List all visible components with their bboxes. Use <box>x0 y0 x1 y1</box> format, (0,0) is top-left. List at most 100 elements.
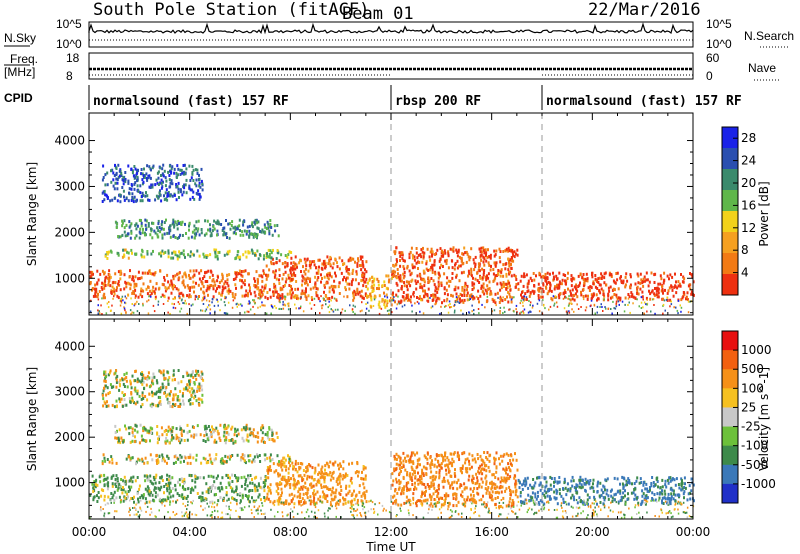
y-tick-label: 2000 <box>54 430 85 444</box>
date-label: 22/Mar/2016 <box>588 0 701 20</box>
colorbar-segment <box>722 369 738 389</box>
x-tick-label: 08:00 <box>273 525 308 539</box>
power-ylabel: Slant Range [km] <box>25 162 39 266</box>
freq-strip-frame <box>88 52 694 80</box>
colorbar-tick-label: 25 <box>741 400 756 414</box>
colorbar-tick-label: 4 <box>741 266 749 280</box>
station-title: South Pole Station (fitACF) <box>93 0 369 20</box>
nsky-top-tick: 10^5 <box>56 17 82 31</box>
x-tick-label: 00:00 <box>676 525 711 539</box>
x-tick-labels: 00:00 04:00 08:00 12:00 16:00 20:00 00:00 <box>72 525 711 539</box>
nave-label: Nave <box>748 61 776 75</box>
velocity-ylabel: Slant Range [km] <box>25 367 39 471</box>
colorbar-segment <box>722 350 738 370</box>
colorbar-segment <box>722 190 738 212</box>
colorbar-tick-label: 16 <box>741 198 756 212</box>
colorbar-tick-label: -25 <box>741 420 761 434</box>
colorbar-segment <box>722 148 738 170</box>
cpid-mode-label: normalsound (fast) 157 RF <box>93 94 289 109</box>
colorbar-tick-label: 12 <box>741 221 756 235</box>
colorbar-segment <box>722 169 738 191</box>
x-tick-label: 00:00 <box>72 525 107 539</box>
velocity-colorbar-label: Velocity [m s^-1] <box>757 367 771 471</box>
x-tick-label: 04:00 <box>172 525 207 539</box>
velocity-colorbar: 1000 500 100 25 -25 -100 -500 -1000 <box>721 330 776 504</box>
power-colorbar: 4 8 12 16 20 24 28 <box>721 126 756 296</box>
cpid-mode-label: normalsound (fast) 157 RF <box>546 94 742 109</box>
echo-region <box>517 475 695 506</box>
colorbar-segment <box>722 483 738 504</box>
nsky-strip-trace <box>88 22 694 41</box>
freq-strip-trace <box>89 67 693 76</box>
x-tick-label: 16:00 <box>474 525 509 539</box>
nsearch-label: N.Search <box>744 29 794 43</box>
colorbar-segment <box>722 211 738 233</box>
freq-label: Freq. <box>10 52 38 66</box>
x-tick-label: 12:00 <box>374 525 409 539</box>
power-axes: 1000 2000 3000 4000 <box>54 113 694 315</box>
freq-bottom-tick: 8 <box>66 69 73 83</box>
echo-region <box>89 269 267 300</box>
power-panel: 1000 2000 3000 4000 <box>54 112 695 316</box>
colorbar-segment <box>722 331 738 351</box>
colorbar-segment <box>722 127 738 149</box>
colorbar-segment <box>722 274 738 296</box>
colorbar-tick-label: 24 <box>741 154 756 168</box>
echo-region <box>265 255 368 302</box>
colorbar-tick-label: -100 <box>741 439 768 453</box>
y-tick-label: 4000 <box>54 134 85 148</box>
ground-scatter-speckle <box>89 295 693 315</box>
colorbar-segment <box>722 445 738 466</box>
nave-top-tick: 60 <box>706 51 720 65</box>
freq-top-tick: 18 <box>66 51 80 65</box>
colorbar-segment <box>722 388 738 408</box>
beam-label: Beam 01 <box>342 4 414 24</box>
colorbar-tick-label: 100 <box>741 381 764 395</box>
nsearch-bottom-tick: 10^0 <box>706 37 732 51</box>
cpid-mode-strip: normalsound (fast) 157 RF rbsp 200 RF norm… <box>93 85 742 110</box>
nsky-strip-frame <box>88 21 694 48</box>
colorbar-segment <box>722 407 738 428</box>
y-tick-label: 1000 <box>54 476 85 490</box>
nsearch-top-tick: 10^5 <box>706 17 732 31</box>
colorbar-tick-label: 1000 <box>741 343 772 357</box>
ground-scatter-speckle <box>89 499 695 519</box>
echo-region <box>391 451 519 509</box>
cpid-label: CPID <box>4 91 33 105</box>
colorbar-tick-label: -1000 <box>741 477 776 491</box>
nave-bottom-tick: 0 <box>706 69 713 83</box>
echo-region <box>365 274 393 309</box>
echo-region <box>101 453 292 466</box>
colorbar-tick-label: 28 <box>741 131 756 145</box>
echo-region <box>114 218 280 240</box>
cpid-mode-label: rbsp 200 RF <box>395 94 481 109</box>
y-tick-label: 4000 <box>54 339 85 353</box>
colorbar-tick-label: -500 <box>741 458 768 472</box>
colorbar-tick-label: 20 <box>741 176 756 190</box>
colorbar-segment <box>722 253 738 275</box>
velocity-panel: 1000 2000 3000 4000 <box>54 318 695 520</box>
nsky-bottom-tick: 10^0 <box>56 37 82 51</box>
velocity-axes: 1000 2000 3000 4000 <box>54 319 694 519</box>
echo-region <box>89 473 267 504</box>
echo-region <box>104 248 293 261</box>
xlabel: Time UT <box>365 540 416 554</box>
colorbar-segment <box>722 426 738 447</box>
x-tick-label: 20:00 <box>575 525 610 539</box>
colorbar-segment <box>722 232 738 254</box>
colorbar-tick-label: 500 <box>741 362 764 376</box>
power-echo-data <box>89 163 695 315</box>
colorbar-tick-label: 8 <box>741 243 749 257</box>
echo-region <box>101 369 205 409</box>
y-tick-label: 2000 <box>54 225 85 239</box>
velocity-echo-data <box>89 369 695 519</box>
nsky-label: N.Sky <box>4 31 36 45</box>
power-colorbar-label: Power [dB] <box>757 181 771 246</box>
colorbar-segment <box>722 464 738 485</box>
echo-region <box>114 423 279 445</box>
y-tick-label: 3000 <box>54 179 85 193</box>
y-tick-label: 3000 <box>54 385 85 399</box>
freq-unit: [MHz] <box>4 65 35 79</box>
y-tick-label: 1000 <box>54 271 85 285</box>
